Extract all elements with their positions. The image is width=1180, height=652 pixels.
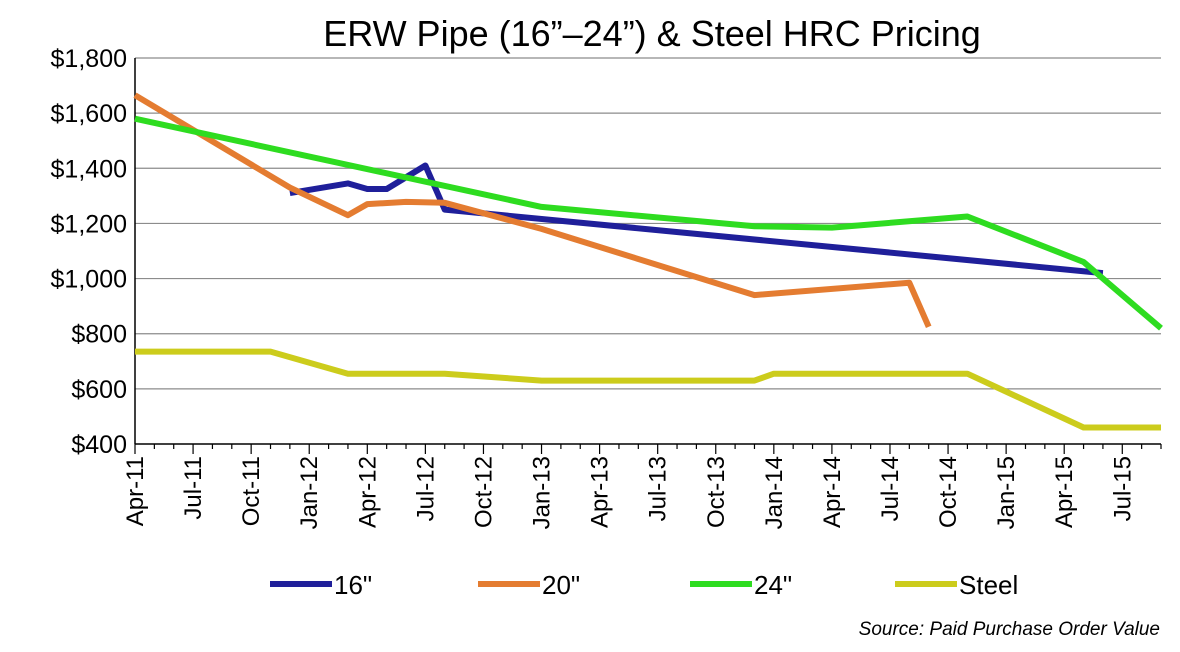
- x-tick-label: Jul-15: [1109, 456, 1136, 521]
- series-lines: [133, 92, 1163, 431]
- x-tick-label: Oct-14: [935, 456, 962, 528]
- gridlines: [135, 57, 1161, 445]
- y-tick-label: $1,400: [51, 155, 127, 183]
- y-tick-label: $800: [71, 321, 127, 349]
- x-tick-label: Apr-12: [354, 456, 381, 528]
- series-line-20: [133, 92, 932, 329]
- x-tick-label: Jul-12: [412, 456, 439, 521]
- y-axis: $400 $600 $800 $1,000 $1,200 $1,400 $1,600 $1,8…: [51, 45, 136, 459]
- x-tick-label: Apr-14: [819, 456, 846, 528]
- y-tick-label: $1,200: [51, 210, 127, 238]
- x-tick-label: Jan-14: [761, 456, 788, 529]
- x-tick-label: Jul-14: [877, 456, 904, 521]
- legend-label-20: 20": [542, 570, 580, 600]
- series-line-24: [134, 115, 1163, 331]
- y-tick-label: $400: [71, 431, 127, 459]
- chart-title: ERW Pipe (16”–24”) & Steel HRC Pricing: [323, 13, 981, 54]
- x-tick-label: Oct-11: [238, 456, 265, 526]
- x-tick-label: Oct-13: [703, 456, 730, 528]
- y-tick-label: $1,000: [51, 266, 127, 294]
- source-note: Source: Paid Purchase Order Value: [859, 619, 1160, 640]
- x-axis: Apr-11 Jul-11 Oct-11 Jan-12 Apr-12 Jul-12 Oct-…: [122, 444, 1162, 529]
- y-tick-label: $1,800: [51, 45, 127, 73]
- x-tick-label: Oct-12: [470, 456, 497, 528]
- x-tick-label: Jan-13: [529, 456, 556, 529]
- legend-label-steel: Steel: [959, 570, 1018, 600]
- x-tick-label: Apr-15: [1051, 456, 1078, 528]
- legend-label-16: 16": [334, 570, 372, 600]
- y-tick-label: $600: [71, 376, 127, 404]
- legend: 16" 20" 24" Steel: [270, 570, 1018, 600]
- x-tick-label: Jul-13: [645, 456, 672, 521]
- x-tick-label: Apr-13: [587, 456, 614, 528]
- x-tick-label: Apr-11: [122, 456, 149, 526]
- x-tick-label: Jan-12: [296, 456, 323, 529]
- legend-label-24: 24": [754, 570, 792, 600]
- x-tick-label: Jul-11: [180, 456, 207, 520]
- y-tick-label: $1,600: [51, 100, 127, 128]
- series-line-16: [289, 162, 1104, 277]
- series-line-steel: [135, 348, 1161, 431]
- x-tick-label: Jan-15: [993, 456, 1020, 529]
